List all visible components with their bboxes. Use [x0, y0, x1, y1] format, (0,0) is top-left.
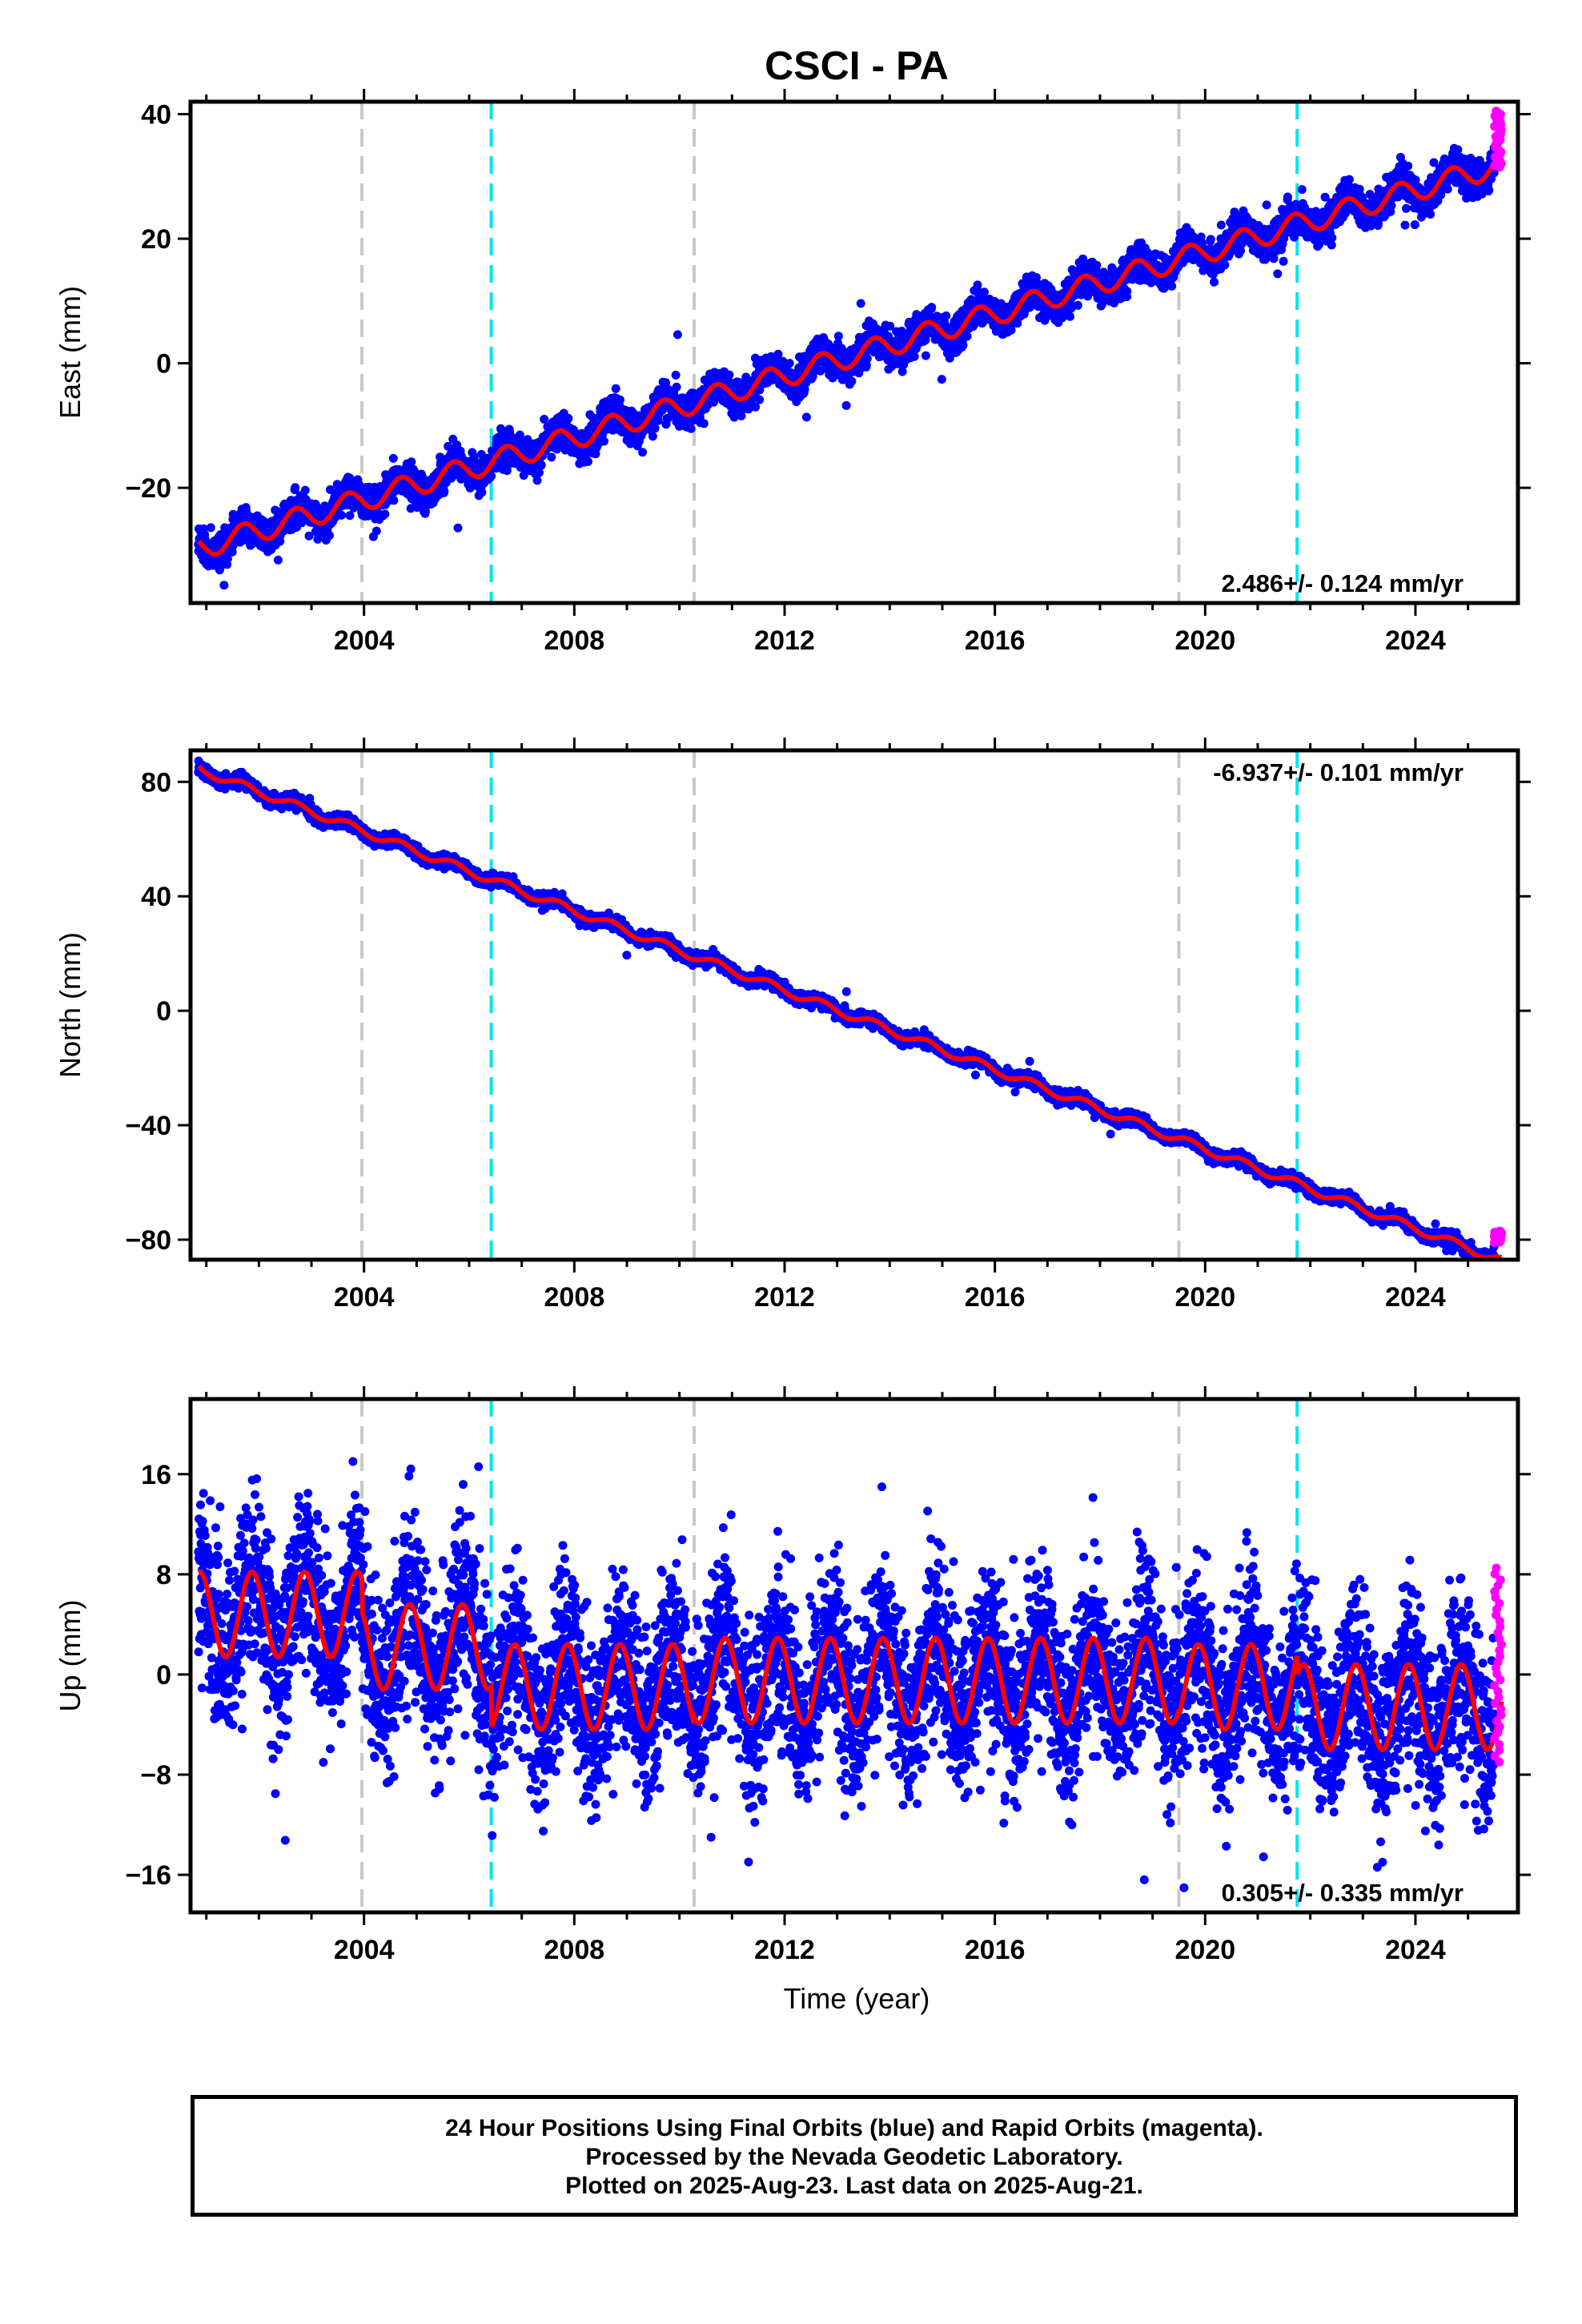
final-point	[313, 534, 323, 544]
final-point	[273, 555, 283, 565]
final-point	[389, 496, 399, 505]
final-point	[371, 526, 381, 536]
final-point	[856, 299, 865, 308]
final-point	[847, 376, 857, 386]
final-point	[388, 453, 398, 463]
final-point	[927, 303, 937, 312]
final-point	[1210, 277, 1219, 287]
final-point	[206, 523, 215, 533]
final-point	[453, 523, 463, 533]
final-point	[1216, 220, 1226, 230]
final-point	[291, 483, 300, 493]
final-point	[532, 476, 542, 485]
final-point	[672, 382, 681, 392]
final-point	[673, 330, 682, 340]
final-point	[345, 511, 355, 521]
final-point	[325, 531, 334, 541]
final-point	[487, 471, 496, 480]
final-point	[686, 424, 696, 433]
final-point	[600, 436, 608, 446]
final-point	[785, 359, 794, 368]
final-point	[616, 395, 624, 404]
final-point	[937, 375, 946, 384]
final-point	[477, 488, 487, 497]
final-point	[921, 351, 930, 360]
final-point	[699, 419, 709, 428]
chart-title: CSCI - PA	[765, 43, 949, 88]
final-point	[536, 460, 546, 470]
final-point	[564, 413, 573, 423]
final-point	[380, 509, 390, 519]
final-point	[725, 370, 734, 380]
final-point	[909, 352, 919, 361]
final-point	[547, 452, 556, 462]
final-point	[638, 448, 648, 457]
final-point	[1220, 260, 1230, 270]
final-point	[1073, 300, 1082, 310]
final-point	[219, 581, 229, 590]
final-point	[407, 457, 416, 467]
final-point	[942, 311, 951, 320]
final-point	[304, 531, 314, 541]
final-point	[671, 370, 681, 380]
final-point	[648, 432, 657, 441]
final-point	[337, 510, 346, 520]
final-point	[958, 340, 968, 350]
final-point	[833, 332, 843, 341]
final-point	[1122, 287, 1132, 296]
final-point	[801, 412, 811, 422]
final-point	[962, 332, 972, 341]
final-point	[1066, 312, 1074, 321]
final-point	[611, 384, 620, 393]
final-point	[1167, 281, 1177, 291]
final-point	[841, 400, 851, 410]
final-point	[755, 395, 765, 404]
final-point	[440, 487, 449, 496]
final-point	[973, 280, 982, 290]
final-point	[300, 485, 310, 495]
final-point	[862, 354, 872, 364]
final-point	[1206, 235, 1215, 244]
final-point	[584, 456, 592, 466]
final-point	[355, 480, 364, 489]
final-point	[515, 430, 524, 440]
